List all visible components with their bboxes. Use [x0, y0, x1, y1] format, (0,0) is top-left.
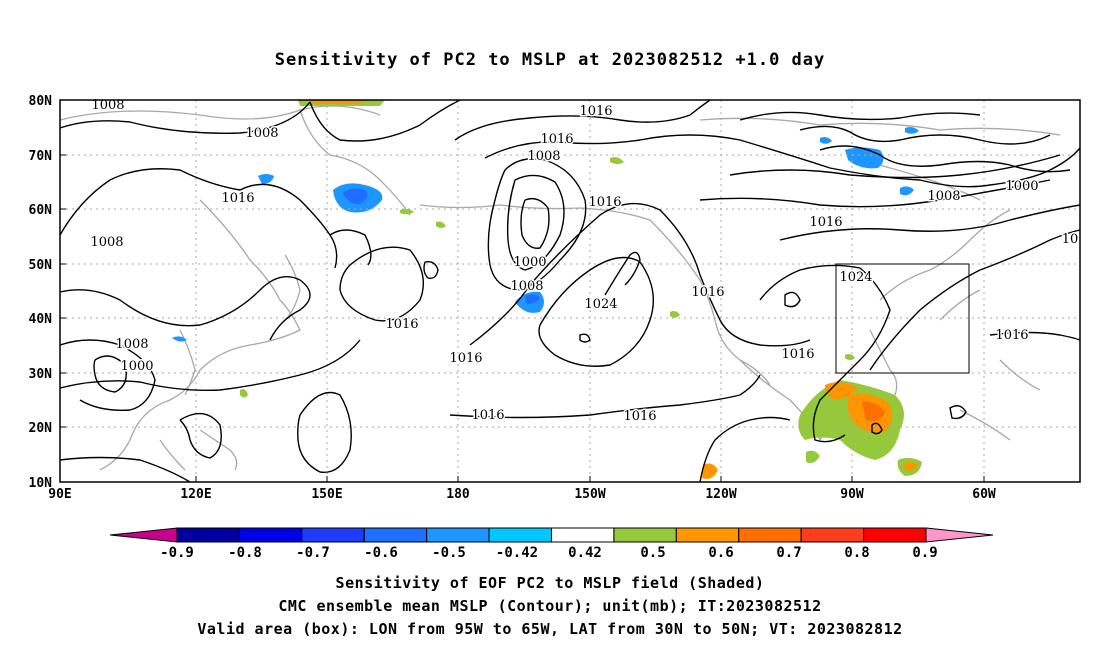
contour-label: 1024	[839, 270, 872, 285]
contour-label: 1008	[927, 189, 960, 204]
colorbar	[109, 527, 994, 543]
lon-label: 60W	[972, 487, 996, 502]
lat-label: 70N	[29, 149, 53, 164]
colorbar-label: -0.8	[228, 545, 262, 561]
contour-label: 1008	[115, 337, 148, 352]
contour-label: 1016	[540, 132, 573, 147]
contour-label: 1016	[623, 409, 656, 424]
lat-label: 80N	[29, 94, 53, 109]
contour-label: 1016	[781, 347, 814, 362]
colorbar-label: 0.6	[708, 545, 733, 561]
colorbar-extension-high	[925, 527, 994, 543]
colorbar-segment	[238, 527, 303, 543]
map-frame	[59, 99, 1081, 483]
lon-label: 120E	[180, 487, 211, 502]
lon-label: 90E	[48, 487, 71, 502]
colorbar-label: 0.9	[912, 545, 937, 561]
contour-label: 1008	[245, 126, 278, 141]
contour-label: 1016	[579, 104, 612, 119]
colorbar-label: -0.42	[496, 545, 538, 561]
contour-labels: 1008 1008 1016 1008 1008 1000 1016 1016 …	[89, 97, 1080, 426]
colorbar-label: 0.7	[776, 545, 801, 561]
lon-label: 150W	[574, 487, 605, 502]
caption-contour: CMC ensemble mean MSLP (Contour); unit(m…	[278, 597, 822, 615]
colorbar-label: -0.7	[296, 545, 330, 561]
contour-label: 1016	[449, 351, 482, 366]
caption-valid-area: Valid area (box): LON from 95W to 65W, L…	[197, 620, 903, 638]
caption-shaded: Sensitivity of EOF PC2 to MSLP field (Sh…	[335, 574, 765, 592]
lat-label: 60N	[29, 203, 53, 218]
contour-label: 10	[1062, 232, 1079, 247]
contour-label: 1016	[385, 317, 418, 332]
contour-label: 1016	[691, 285, 724, 300]
contour-label: 1016	[809, 215, 842, 230]
colorbar-label: 0.5	[640, 545, 665, 561]
colorbar-labels: -0.9 -0.8 -0.7 -0.6 -0.5 -0.42 0.42 0.5 …	[160, 545, 938, 561]
lon-label: 90W	[840, 487, 864, 502]
colorbar-label: 0.42	[568, 545, 602, 561]
contour-label: 1016	[221, 191, 254, 206]
contour-label: 1000	[1005, 179, 1038, 194]
lon-axis: 90E 120E 150E 180 150W 120W 90W 60W	[48, 487, 996, 502]
lon-label: 150E	[311, 487, 342, 502]
colorbar-label: -0.9	[160, 545, 194, 561]
colorbar-segment	[613, 527, 677, 543]
contour-label: 1008	[90, 235, 123, 250]
contour-label: 1016	[471, 408, 504, 423]
contour-label: 1000	[513, 255, 546, 270]
colorbar-segment	[176, 527, 240, 543]
colorbar-segment	[738, 527, 802, 543]
lat-label: 50N	[29, 258, 53, 273]
colorbar-segment	[363, 527, 428, 543]
contour-label: 1016	[588, 195, 621, 210]
lon-label: 120W	[705, 487, 736, 502]
sensitivity-shading	[172, 100, 922, 479]
colorbar-segment	[800, 527, 865, 543]
colorbar-segment	[488, 527, 553, 543]
colorbar-segment	[426, 527, 490, 543]
contour-label: 1008	[510, 279, 543, 294]
lat-axis: 80N 70N 60N 50N 40N 30N 20N 10N	[29, 94, 53, 491]
colorbar-segment	[551, 527, 615, 543]
lat-label: 40N	[29, 312, 53, 327]
colorbar-segment	[863, 527, 927, 543]
lon-label: 180	[446, 487, 470, 502]
contour-label: 1016	[995, 328, 1028, 343]
colorbar-extension-low	[109, 527, 178, 543]
valid-area-box	[835, 263, 970, 374]
contour-label: 1008	[91, 98, 124, 113]
grid-lines	[60, 100, 1080, 482]
colorbar-segment	[675, 527, 740, 543]
contour-label: 1008	[527, 149, 560, 164]
contour-label: 1000	[120, 359, 153, 374]
colorbar-label: -0.5	[432, 545, 466, 561]
lat-label: 10N	[29, 476, 53, 491]
map-title: Sensitivity of PC2 to MSLP at 2023082512…	[274, 50, 826, 70]
mslp-contours	[59, 99, 1081, 483]
lat-label: 30N	[29, 367, 53, 382]
colorbar-label: -0.6	[364, 545, 398, 561]
colorbar-segment	[301, 527, 365, 543]
contour-label: 1024	[584, 297, 617, 312]
colorbar-label: 0.8	[844, 545, 869, 561]
lat-label: 20N	[29, 421, 53, 436]
